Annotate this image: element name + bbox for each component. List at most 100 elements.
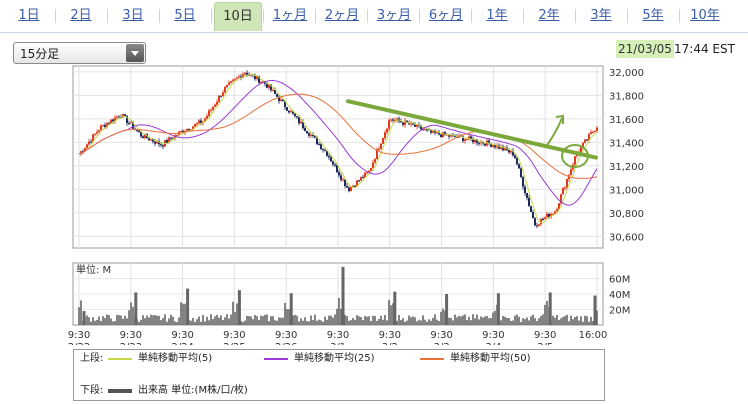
tab-14[interactable]: 10年 <box>690 8 720 23</box>
price-chart: 32,000 31,800 31,600 31,400 31,200 31,000 30,8… <box>68 65 644 345</box>
candle-body <box>350 187 352 192</box>
x-date-label: 3/4 <box>485 342 501 345</box>
candle-body <box>228 82 230 85</box>
volume-bar <box>568 321 570 325</box>
x-time-label: 9:30 <box>430 330 452 341</box>
candle-body <box>436 131 438 133</box>
volume-bar <box>194 321 196 325</box>
candle-body <box>346 186 348 188</box>
volume-bar <box>210 314 212 325</box>
tab-10[interactable]: 1年 <box>486 8 508 23</box>
volume-bar <box>406 320 408 325</box>
candle-body <box>294 113 296 117</box>
candle-body <box>290 111 292 113</box>
period-tab-bar: 1日 2日 3日 5日 10日 1ヶ月 2ヶ月 3ヶ月 6ヶ月 1年 2年 3年 5年 10年 <box>0 0 748 33</box>
volume-bar <box>144 318 146 325</box>
candle-body <box>246 72 248 75</box>
volume-bar <box>362 320 364 325</box>
tab-3[interactable]: 3日 <box>122 8 144 23</box>
legend-ma5-swatch <box>108 358 132 360</box>
volume-bar <box>538 318 540 325</box>
candle-body <box>546 213 548 218</box>
interval-select[interactable]: 15分足 <box>13 42 146 64</box>
volume-bar <box>114 321 116 325</box>
tab-separator <box>263 9 264 23</box>
volume-bar <box>380 315 382 325</box>
volume-bar <box>522 318 524 325</box>
volume-bar <box>488 318 490 325</box>
volume-bar <box>374 315 376 325</box>
tab-2[interactable]: 2日 <box>70 8 92 23</box>
candle-body <box>130 122 132 124</box>
volume-bar <box>470 320 472 325</box>
tab-13[interactable]: 5年 <box>642 8 664 23</box>
candle-body <box>94 133 96 135</box>
volume-bar <box>288 309 290 325</box>
tab-4[interactable]: 5日 <box>174 8 196 23</box>
chevron-down-icon[interactable] <box>126 44 144 62</box>
tab-5[interactable]: 10日 <box>214 2 262 31</box>
volume-bar <box>510 320 512 325</box>
volume-bar <box>414 317 416 325</box>
volume-bar <box>346 316 348 325</box>
ma25-line <box>78 79 598 206</box>
volume-bar <box>474 318 476 325</box>
volume-bar <box>486 315 488 325</box>
candle-body <box>298 117 300 124</box>
tab-8[interactable]: 3ヶ月 <box>376 8 412 23</box>
tab-12[interactable]: 3年 <box>590 8 612 23</box>
volume-bar <box>420 320 422 325</box>
candle-body <box>338 172 340 176</box>
volume-bar <box>384 314 386 325</box>
tab-6[interactable]: 1ヶ月 <box>272 8 308 23</box>
tab-separator <box>367 9 368 23</box>
volume-tick-label: 60M <box>609 275 630 286</box>
candle-body <box>288 110 290 113</box>
volume-bar <box>370 321 372 325</box>
tab-1[interactable]: 1日 <box>18 8 40 23</box>
y-tick-label: 31,400 <box>609 138 644 149</box>
candle-body <box>422 129 424 131</box>
volume-bar <box>250 316 252 325</box>
candle-body <box>526 193 528 198</box>
volume-bar <box>336 308 338 325</box>
volume-bar <box>536 321 538 325</box>
volume-bar <box>142 315 144 325</box>
candle-body <box>312 134 314 136</box>
volume-bar <box>94 320 96 325</box>
candle-body <box>310 134 312 136</box>
candle-body <box>416 124 418 127</box>
volume-bar <box>140 319 142 325</box>
volume-spike <box>445 294 449 325</box>
candle-body <box>256 76 258 80</box>
candle-body <box>336 164 338 173</box>
volume-bar <box>546 300 548 325</box>
tab-7[interactable]: 2ヶ月 <box>324 8 360 23</box>
tab-9[interactable]: 6ヶ月 <box>428 8 464 23</box>
volume-bar <box>464 314 466 325</box>
candle-body <box>464 139 466 141</box>
candle-body <box>512 150 514 156</box>
volume-bar <box>88 317 90 325</box>
volume-bar <box>300 318 302 325</box>
chart-date: 21/03/05 <box>616 40 674 58</box>
volume-bar <box>100 320 102 325</box>
tab-11[interactable]: 2年 <box>538 8 560 23</box>
volume-bar <box>248 316 250 325</box>
candle-body <box>90 141 92 143</box>
candle-body <box>494 145 496 148</box>
volume-bar <box>460 316 462 325</box>
volume-bar <box>372 315 374 325</box>
x-date-label: 3/3 <box>434 342 450 345</box>
candle-body <box>244 72 246 75</box>
candle-body <box>128 123 130 125</box>
candle-body <box>484 143 486 146</box>
candle-body <box>420 125 422 130</box>
candle-body <box>318 144 320 146</box>
tab-separator <box>211 9 212 23</box>
volume-bar <box>304 317 306 325</box>
candle-body <box>324 150 326 152</box>
volume-bar <box>432 317 434 325</box>
volume-bar <box>396 320 398 325</box>
volume-spike <box>237 290 241 325</box>
